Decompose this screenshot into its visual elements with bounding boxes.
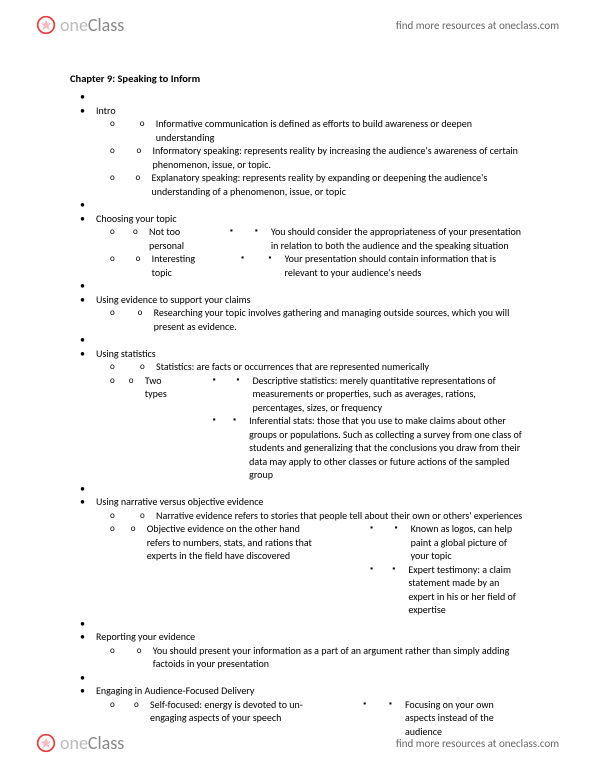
bullet-marker: • — [80, 347, 96, 361]
outline-item: oNarrative evidence refers to stories th… — [96, 509, 525, 523]
outline-item-label: Expert testimony: a claim statement made… — [408, 563, 525, 617]
outline-item: •Reporting your evidenceoYou should pres… — [70, 617, 525, 671]
logo-text-class: Class — [88, 732, 124, 754]
outline-sublist: oInformative communication is defined as… — [96, 117, 525, 198]
bullet-marker: o — [133, 225, 149, 238]
outline-item-label: You should consider the appropriateness … — [271, 225, 525, 252]
outline-item-label: Known as logos, can help paint a global … — [411, 522, 525, 563]
outline-item: ▪Descriptive statistics: merely quantita… — [197, 374, 525, 415]
bullet-marker: ▪ — [236, 374, 252, 386]
outline-item: •Using narrative versus objective eviden… — [70, 482, 525, 617]
outline-item: •Using statisticsoStatistics: are facts … — [70, 333, 525, 482]
logo-text-one: one — [60, 14, 88, 36]
outline-item-label: Using narrative versus objective evidenc… — [96, 495, 525, 509]
outline-item: oStatistics: are facts or occurrences th… — [96, 360, 525, 374]
outline-item-label: Not too personal — [149, 225, 184, 252]
bullet-marker: ▪ — [395, 522, 411, 534]
outline-item: ▪Expert testimony: a claim statement mad… — [354, 563, 525, 617]
outline-list: •IntrooInformative communication is defi… — [70, 90, 525, 738]
header-resources-link[interactable]: find more resources at oneclass.com — [396, 19, 559, 32]
outline-item: ▪Your presentation should contain inform… — [225, 252, 525, 279]
outline-item-label: Intro — [96, 104, 525, 118]
outline-sublist: oNot too personal ▪You should consider th… — [96, 225, 525, 279]
footer-resources-link[interactable]: find more resources at oneclass.com — [396, 737, 559, 750]
outline-item-label: Descriptive statistics: merely quantitat… — [252, 374, 525, 415]
bullet-marker: • — [80, 630, 96, 644]
outline-item: oInformatory speaking: represents realit… — [96, 144, 525, 171]
outline-item-label: Self-focused: energy is devoted to un-en… — [150, 698, 317, 725]
outline-sublist: oStatistics: are facts or occurrences th… — [96, 360, 525, 482]
bullet-marker: • — [80, 684, 96, 698]
bullet-marker: • — [80, 293, 96, 307]
bullet-marker: o — [140, 360, 156, 373]
outline-item-label: Your presentation should contain informa… — [285, 252, 525, 279]
outline-item-label: Narrative evidence refers to stories tha… — [156, 509, 522, 523]
outline-sublist: oYou should present your information as … — [96, 644, 525, 671]
bullet-marker: ▪ — [255, 225, 271, 237]
outline-item: ▪Inferential stats: those that you use t… — [197, 414, 525, 482]
bullet-marker: o — [135, 171, 151, 184]
outline-item-label: Explanatory speaking: represents reality… — [151, 171, 525, 198]
outline-item-label: Researching your topic involves gatherin… — [154, 306, 525, 333]
outline-sublist: ▪Known as logos, can help paint a global… — [354, 522, 525, 617]
outline-item-label: Inferential stats: those that you use to… — [249, 414, 525, 482]
footer-brand-logo: oneClass — [36, 732, 124, 754]
outline-item: oExplanatory speaking: represents realit… — [96, 171, 525, 198]
logo-icon — [36, 733, 56, 753]
bullet-marker: o — [129, 374, 145, 387]
outline-item: oYou should present your information as … — [96, 644, 525, 671]
outline-item-label: Informative communication is defined as … — [156, 117, 525, 144]
bullet-marker: o — [140, 117, 156, 130]
outline-sublist: ▪Your presentation should contain inform… — [225, 252, 525, 279]
outline-item-label: Statistics: are facts or occurrences tha… — [156, 360, 429, 374]
logo-text-one: one — [60, 732, 88, 754]
outline-sublist: ▪Descriptive statistics: merely quantita… — [197, 374, 525, 482]
outline-item-label: Objective evidence on the other hand ref… — [147, 522, 324, 563]
outline-item-label: Choosing your topic — [96, 212, 525, 226]
outline-item: oResearching your topic involves gatheri… — [96, 306, 525, 333]
outline-sublist: oNarrative evidence refers to stories th… — [96, 509, 525, 617]
page-footer: oneClass find more resources at oneclass… — [0, 724, 595, 770]
outline-item-label: Reporting your evidence — [96, 630, 525, 644]
bullet-marker: • — [80, 212, 96, 226]
chapter-title: Chapter 9: Speaking to Inform — [70, 72, 525, 86]
outline-item: oObjective evidence on the other hand re… — [96, 522, 525, 617]
bullet-marker: ▪ — [233, 414, 249, 426]
outline-sublist: ▪You should consider the appropriateness… — [214, 225, 525, 252]
outline-item: •IntrooInformative communication is defi… — [70, 90, 525, 198]
outline-item: oInformative communication is defined as… — [96, 117, 525, 144]
bullet-marker: ▪ — [389, 698, 405, 710]
outline-item-label: Interesting topic — [152, 252, 196, 279]
bullet-marker: o — [140, 509, 156, 522]
outline-item: ▪Known as logos, can help paint a global… — [354, 522, 525, 563]
outline-sublist: oResearching your topic involves gatheri… — [96, 306, 525, 333]
bullet-marker: • — [80, 495, 96, 509]
outline-item-label: Two types — [145, 374, 167, 401]
outline-item: oNot too personal ▪You should consider th… — [96, 225, 525, 252]
outline-item-label: Engaging in Audience-Focused Delivery — [96, 684, 525, 698]
logo-icon — [36, 15, 56, 35]
outline-item-label: Using statistics — [96, 347, 525, 361]
brand-logo: oneClass — [36, 14, 124, 36]
page-header: oneClass find more resources at oneclass… — [0, 0, 595, 42]
bullet-marker: ▪ — [269, 252, 285, 264]
bullet-marker: o — [138, 306, 154, 319]
outline-item: •Using evidence to support your claimsoR… — [70, 279, 525, 333]
bullet-marker: o — [131, 522, 147, 535]
bullet-marker: o — [136, 144, 152, 157]
bullet-marker: o — [137, 644, 153, 657]
document-content: Chapter 9: Speaking to Inform •IntrooInf… — [0, 42, 595, 748]
outline-item: oTwo types ▪Descriptive statistics: merel… — [96, 374, 525, 482]
bullet-marker: • — [80, 104, 96, 118]
outline-item-label: You should present your information as a… — [153, 644, 525, 671]
outline-item-label: Using evidence to support your claims — [96, 293, 525, 307]
logo-text-class: Class — [88, 14, 124, 36]
outline-item-label: Informatory speaking: represents reality… — [152, 144, 525, 171]
bullet-marker: ▪ — [392, 563, 408, 575]
outline-item: oInteresting topic ▪Your presentation sho… — [96, 252, 525, 279]
outline-item: •Choosing your topicoNot too personal▪Yo… — [70, 198, 525, 279]
outline-item: ▪You should consider the appropriateness… — [214, 225, 525, 252]
bullet-marker: o — [136, 252, 152, 265]
bullet-marker: o — [134, 698, 150, 711]
